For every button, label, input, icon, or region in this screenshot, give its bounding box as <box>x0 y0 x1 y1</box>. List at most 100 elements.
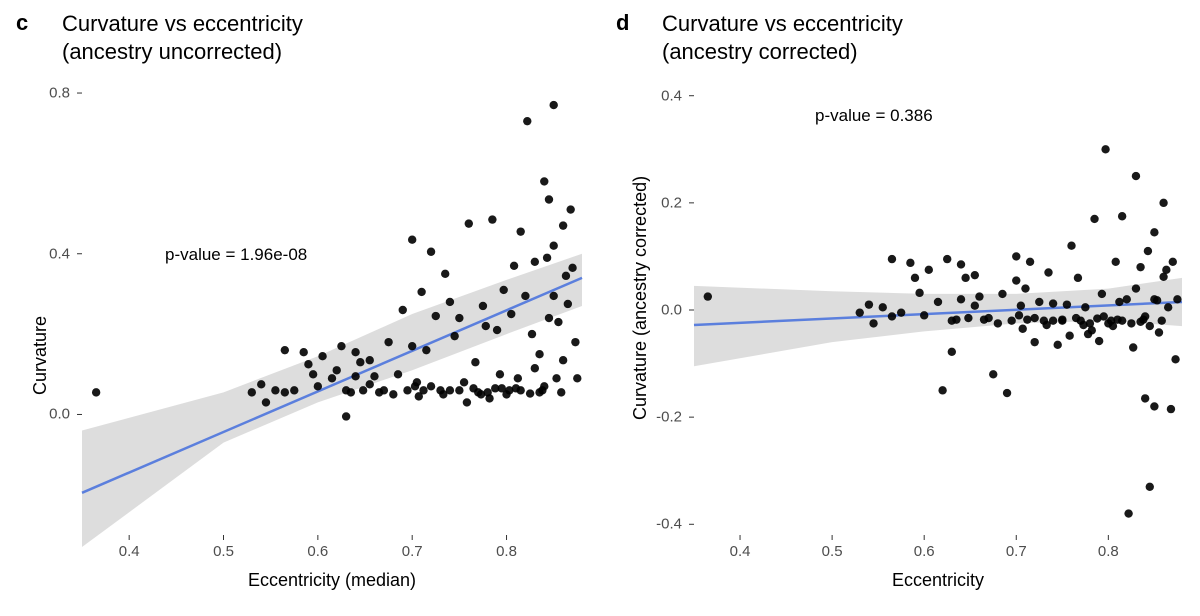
data-point <box>1127 319 1135 327</box>
data-point <box>961 274 969 282</box>
data-point <box>1049 317 1057 325</box>
data-point <box>299 348 307 356</box>
data-point <box>417 288 425 296</box>
data-point <box>1155 328 1163 336</box>
data-point <box>568 264 576 272</box>
data-point <box>493 326 501 334</box>
data-point <box>510 262 518 270</box>
data-point <box>971 271 979 279</box>
data-point <box>1150 228 1158 236</box>
data-point <box>408 235 416 243</box>
data-point <box>1095 337 1103 345</box>
data-point <box>516 386 524 394</box>
data-point <box>1049 299 1057 307</box>
data-point <box>1030 314 1038 322</box>
data-point <box>1150 402 1158 410</box>
y-tick-label: 0.2 <box>642 194 682 211</box>
data-point <box>549 292 557 300</box>
panel-title-c-line1: Curvature vs eccentricity <box>62 11 303 36</box>
data-point <box>1100 312 1108 320</box>
x-tick-label: 0.7 <box>402 543 423 560</box>
data-point <box>1118 317 1126 325</box>
data-point <box>380 386 388 394</box>
data-point <box>1101 145 1109 153</box>
data-point <box>516 227 524 235</box>
y-tick-label: 0.0 <box>642 302 682 319</box>
data-point <box>482 322 490 330</box>
data-point <box>366 380 374 388</box>
x-tick-label: 0.8 <box>1098 543 1119 560</box>
plot-area-c <box>82 85 582 535</box>
data-point <box>934 298 942 306</box>
y-tick-label: 0.8 <box>30 85 70 102</box>
data-point <box>496 370 504 378</box>
y-tick-label: 0.4 <box>642 87 682 104</box>
data-point <box>304 360 312 368</box>
data-point <box>521 292 529 300</box>
data-point <box>971 302 979 310</box>
panel-title-d: Curvature vs eccentricity (ancestry corr… <box>662 10 903 65</box>
data-point <box>957 260 965 268</box>
data-point <box>1118 212 1126 220</box>
data-point <box>1167 405 1175 413</box>
data-point <box>471 358 479 366</box>
data-point <box>422 346 430 354</box>
data-point <box>1164 303 1172 311</box>
data-point <box>441 270 449 278</box>
data-point <box>1030 338 1038 346</box>
xlabel-c: Eccentricity (median) <box>82 570 582 591</box>
data-point <box>262 398 270 406</box>
data-point <box>906 259 914 267</box>
data-point <box>975 292 983 300</box>
confidence-ribbon <box>82 254 582 547</box>
x-tick-label: 0.5 <box>213 543 234 560</box>
data-point <box>1169 258 1177 266</box>
fit-line <box>82 278 582 493</box>
data-point <box>1012 276 1020 284</box>
data-point <box>1088 326 1096 334</box>
data-point <box>562 272 570 280</box>
data-point <box>351 372 359 380</box>
data-point <box>984 314 992 322</box>
panel-title-d-line1: Curvature vs eccentricity <box>662 11 903 36</box>
data-point <box>427 248 435 256</box>
data-point <box>366 356 374 364</box>
data-point <box>856 308 864 316</box>
x-tick-label: 0.8 <box>496 543 517 560</box>
plot-svg <box>82 85 582 535</box>
data-point <box>535 350 543 358</box>
data-point <box>419 386 427 394</box>
data-point <box>938 386 946 394</box>
annotation-d: p-value = 0.386 <box>815 106 933 126</box>
ylabel-c: Curvature <box>30 316 51 395</box>
data-point <box>1129 343 1137 351</box>
data-point <box>1074 274 1082 282</box>
data-point <box>545 195 553 203</box>
plot-area-d <box>694 85 1182 535</box>
data-point <box>450 332 458 340</box>
panel-letter-c: c <box>16 10 28 36</box>
data-point <box>564 300 572 308</box>
y-tick-label: 0.4 <box>30 245 70 262</box>
data-point <box>1124 509 1132 517</box>
data-point <box>531 364 539 372</box>
data-point <box>925 266 933 274</box>
data-point <box>865 300 873 308</box>
data-point <box>1132 284 1140 292</box>
data-point <box>998 290 1006 298</box>
data-point <box>1136 263 1144 271</box>
data-point <box>989 370 997 378</box>
panel-title-d-line2: (ancestry corrected) <box>662 39 858 64</box>
panel-c: c Curvature vs eccentricity (ancestry un… <box>0 0 600 616</box>
data-point <box>704 292 712 300</box>
data-point <box>1015 311 1023 319</box>
data-point <box>463 398 471 406</box>
data-point <box>888 312 896 320</box>
data-point <box>1063 300 1071 308</box>
data-point <box>1098 290 1106 298</box>
data-point <box>557 388 565 396</box>
x-tick-label: 0.6 <box>914 543 935 560</box>
data-point <box>559 221 567 229</box>
data-point <box>290 386 298 394</box>
data-point <box>370 372 378 380</box>
